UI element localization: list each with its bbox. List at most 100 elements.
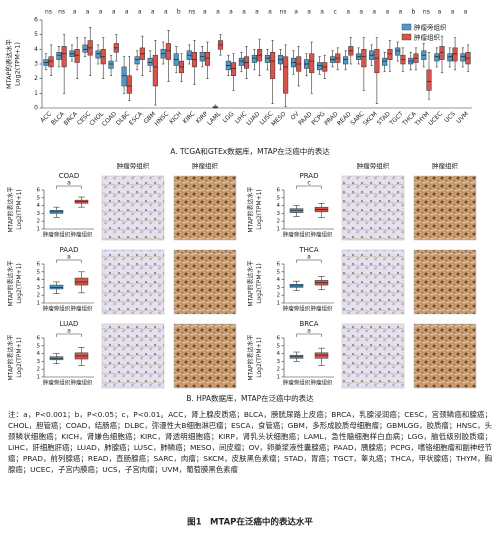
- x-tick-label: 肿瘤组织: [310, 379, 333, 387]
- box: [387, 49, 393, 60]
- x-tick-label: 肿瘤旁组织: [283, 231, 311, 239]
- significance-label: a: [359, 9, 363, 16]
- y-tick-label: 3: [277, 285, 281, 291]
- significance-label: a: [67, 328, 71, 335]
- x-tick-label: 肿瘤组织: [70, 379, 93, 387]
- x-tick-label: 肿瘤组织: [70, 231, 93, 239]
- significance-label: a: [99, 9, 103, 16]
- x-tick-label: 肿瘤旁组织: [283, 305, 311, 313]
- box: [270, 52, 276, 79]
- significance-label: a: [86, 9, 90, 16]
- figure: A. TCGA和GTEx数据库，MTAP在泛癌中的表达 B. HPA数据库，MT…: [4, 9, 477, 403]
- figure-note: 注：a，P<0.001；b，P<0.05；c，P<0.01。ACC，肾上腺皮质癌…: [8, 410, 492, 474]
- y-tick-label: 3: [37, 285, 41, 291]
- box: [264, 54, 270, 63]
- tissue-image: [413, 323, 477, 389]
- y-axis-label: MTAP的表达水平: [7, 260, 15, 306]
- y-tick-label: 1: [277, 375, 281, 381]
- box: [165, 43, 171, 60]
- y-tick-label: 1: [277, 301, 281, 307]
- significance-label: a: [372, 9, 376, 16]
- x-tick-label: 肿瘤组织: [310, 231, 333, 239]
- box: [395, 47, 401, 56]
- x-tick-label: LGG: [222, 110, 236, 124]
- y-tick-label: 6: [34, 17, 38, 24]
- significance-label: a: [164, 9, 168, 16]
- y-tick-label: 5: [34, 31, 38, 38]
- x-tick-label: 肿瘤组织: [310, 305, 333, 313]
- box: [95, 50, 101, 59]
- legend-swatch: [401, 23, 412, 31]
- box: [251, 54, 257, 63]
- significance-label: a: [294, 9, 298, 16]
- y-tick-label: 1: [37, 375, 41, 381]
- significance-label: a: [138, 9, 142, 16]
- x-tick-label: UCEC: [427, 111, 444, 128]
- significance-bracket: [296, 259, 322, 263]
- significance-label: a: [73, 9, 77, 16]
- y-tick-label: 5: [277, 343, 281, 349]
- box: [61, 46, 67, 68]
- significance-label: a: [307, 254, 311, 261]
- x-tick-label: COAD: [101, 110, 119, 128]
- significance-label: a: [398, 9, 402, 16]
- legend-swatch: [401, 33, 412, 41]
- significance-label: a: [346, 9, 350, 16]
- x-tick-label: SKCM: [362, 111, 379, 128]
- y-tick-label: 1: [37, 301, 41, 307]
- significance-label: a: [67, 254, 71, 261]
- legend-label: 肿瘤组织: [414, 33, 441, 42]
- significance-label: a: [229, 9, 233, 16]
- x-tick-label: OV: [289, 110, 301, 122]
- panel-title: LUAD: [60, 320, 79, 328]
- y-tick-label: 5: [37, 269, 41, 275]
- y-axis-label: Log2(TPM+1): [16, 189, 23, 230]
- x-tick-label: 肿瘤旁组织: [43, 379, 71, 387]
- box: [452, 47, 458, 62]
- x-tick-label: UVM: [455, 111, 470, 126]
- y-tick-label: 2: [37, 293, 41, 299]
- significance-label: b: [177, 9, 181, 16]
- y-tick-label: 4: [37, 203, 41, 209]
- y-tick-label: 3: [37, 211, 41, 217]
- significance-label: c: [307, 180, 310, 187]
- tissue-image: [173, 175, 237, 241]
- significance-label: ns: [280, 9, 287, 16]
- y-tick-label: 4: [277, 203, 281, 209]
- significance-bracket: [56, 259, 82, 263]
- x-tick-label: 肿瘤旁组织: [43, 231, 71, 239]
- significance-label: a: [255, 9, 259, 16]
- significance-bracket: [56, 185, 82, 189]
- panel-title: COAD: [59, 172, 79, 180]
- x-tick-label: ESCA: [128, 110, 145, 127]
- box: [108, 60, 114, 69]
- y-tick-label: 6: [37, 188, 41, 194]
- box: [152, 54, 158, 87]
- significance-label: a: [151, 9, 155, 16]
- box: [426, 69, 432, 91]
- y-tick-label: 4: [34, 46, 38, 53]
- caption-b: B. HPA数据库，MTAP在泛癌中的表达: [186, 393, 314, 403]
- significance-label: ns: [188, 9, 195, 16]
- box: [343, 56, 349, 65]
- y-axis-label: MTAP的表达水平: [7, 186, 15, 232]
- significance-label: a: [320, 9, 324, 16]
- panel-title: PAAD: [60, 246, 79, 254]
- y-tick-label: 5: [277, 195, 281, 201]
- x-tick-label: 肿瘤组织: [70, 305, 93, 313]
- box: [48, 56, 54, 68]
- legend-label: 肿瘤旁组织: [414, 23, 447, 32]
- box: [56, 52, 62, 60]
- y-axis-label: MTAP的表达水平: [7, 334, 15, 380]
- box: [434, 53, 440, 62]
- image-header: 肿瘤旁组织: [117, 161, 150, 170]
- x-tick-label: LAML: [206, 110, 223, 127]
- box: [309, 53, 315, 74]
- box: [361, 49, 367, 68]
- y-tick-label: 2: [37, 219, 41, 225]
- y-axis-label: Log2(TPM+1): [16, 337, 23, 378]
- significance-label: a: [242, 9, 246, 16]
- y-axis-label: Log2(TPM+1): [16, 263, 23, 304]
- significance-label: a: [438, 9, 442, 16]
- box: [126, 75, 132, 94]
